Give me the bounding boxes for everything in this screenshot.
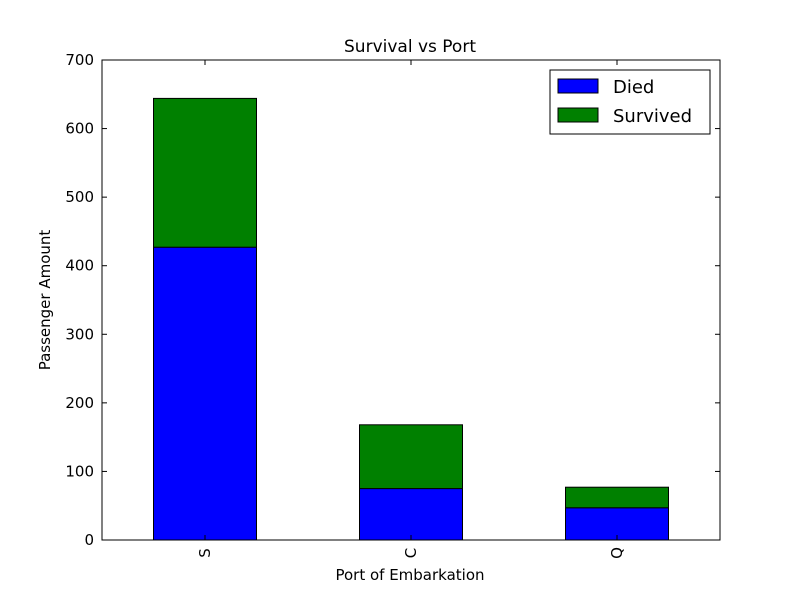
y-tick-label: 400 — [65, 257, 94, 275]
x-tick-label: C — [402, 548, 420, 558]
y-tick-label: 500 — [65, 188, 94, 206]
chart-title: Survival vs Port — [344, 37, 476, 57]
y-tick-label: 0 — [84, 531, 94, 549]
bar-survived-q — [565, 486, 669, 509]
y-tick-label: 600 — [65, 120, 94, 138]
bar-died-q — [565, 507, 669, 541]
x-tick-label: Q — [608, 547, 626, 559]
legend-swatch-survived — [557, 107, 599, 123]
y-tick-label: 700 — [65, 51, 94, 69]
legend-swatch-died — [557, 78, 599, 94]
bar-survived-c — [359, 424, 463, 490]
y-tick-label: 100 — [65, 462, 94, 480]
y-tick-label: 300 — [65, 325, 94, 343]
y-axis: 0 100 200 300 400 500 600 700 — [65, 51, 720, 549]
x-axis-title: Port of Embarkation — [335, 566, 484, 584]
bar-died-c — [359, 488, 463, 541]
legend-label-survived: Survived — [613, 106, 692, 127]
legend-label-died: Died — [613, 77, 654, 98]
bar-survived-s — [153, 97, 257, 248]
y-tick-label: 200 — [65, 394, 94, 412]
y-axis-title: Passenger Amount — [36, 230, 54, 371]
bar-died-s — [153, 246, 257, 541]
bars-layer — [153, 97, 669, 541]
x-tick-label: S — [196, 548, 214, 558]
legend: Died Survived — [549, 69, 711, 135]
